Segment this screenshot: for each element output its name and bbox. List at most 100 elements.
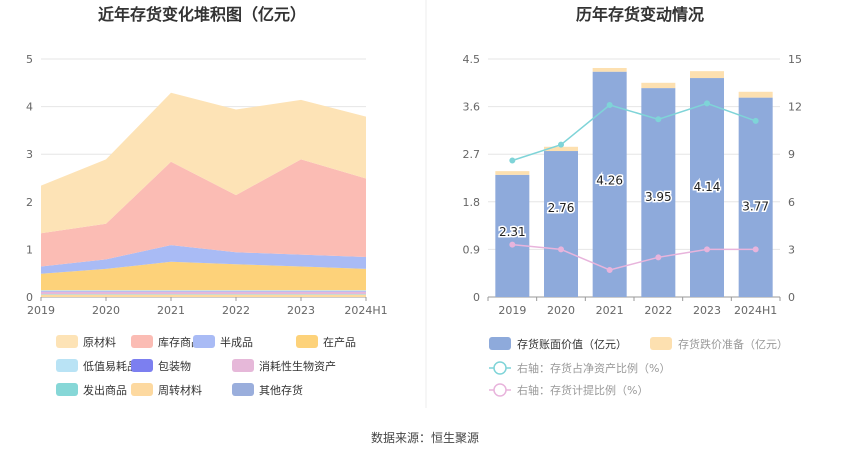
legend-label: 包装物: [158, 359, 191, 373]
area-series-低值易耗品: [41, 290, 366, 292]
bar-value-label: 2.31: [499, 225, 526, 239]
line-point: [509, 241, 516, 248]
right-y2-tick-label: 9: [788, 148, 795, 161]
right-line-series: [509, 100, 759, 274]
inventory-change-bar-chart: 历年存货变动情况 2.312.764.263.954.143.77 0 0.9 1.…: [463, 5, 803, 397]
legend-marker: [493, 361, 507, 375]
legend-swatch: [232, 359, 254, 372]
right-chart-title: 历年存货变动情况: [576, 5, 704, 24]
legend-label: 低值易耗品: [83, 360, 138, 373]
right-x-tick-label: 2020: [547, 304, 575, 317]
right-legend-item[interactable]: 右轴：存货计提比例（%）: [489, 383, 648, 397]
line-point: [558, 246, 564, 253]
right-x-tick-label: 2024H1: [734, 304, 777, 317]
left-y-tick-label: 5: [26, 53, 33, 66]
right-y-axis-right: 0 3 6 9 12 15: [788, 53, 802, 304]
left-x-tick-label: 2021: [157, 304, 185, 317]
left-legend-item[interactable]: 库存商品: [131, 335, 202, 349]
left-y-tick-label: 0: [26, 291, 33, 304]
right-bar-series: [495, 67, 773, 298]
right-legend: 存货账面价值（亿元） 存货跌价准备（亿元） 右轴：存货占净资产比例（%） 右轴：存货计…: [489, 337, 788, 397]
legend-marker: [493, 383, 507, 397]
left-legend-item[interactable]: 发出商品: [56, 383, 127, 397]
left-chart-title: 近年存货变化堆积图（亿元）: [98, 5, 306, 24]
legend-label: 右轴：存货计提比例（%）: [517, 383, 648, 397]
left-legend-item[interactable]: 包装物: [131, 359, 191, 373]
line-point: [606, 267, 613, 274]
left-x-tick-label: 2019: [27, 304, 55, 317]
right-y-tick-label: 1.8: [463, 196, 481, 209]
legend-label: 其他存货: [259, 383, 303, 397]
line-point: [655, 116, 662, 123]
legend-swatch: [131, 383, 153, 396]
line-point: [704, 246, 710, 253]
left-legend-item[interactable]: 周转材料: [131, 383, 202, 397]
line-point: [752, 117, 759, 124]
bar-impairment-provision: [592, 67, 627, 72]
right-y-tick-label: 2.7: [463, 148, 481, 161]
right-y2-tick-label: 12: [788, 101, 802, 114]
right-x-axis: 2019 2020 2021 2022 2023 2024H1: [487, 297, 781, 317]
left-x-tick-label: 2023: [287, 304, 315, 317]
area-series-包装物: [41, 291, 366, 292]
right-gridlines: [488, 58, 780, 298]
legend-swatch: [650, 337, 672, 350]
line-point: [655, 254, 662, 261]
left-legend-item[interactable]: 半成品: [193, 335, 253, 349]
left-x-axis: 2019 2020 2021 2022 2023 2024H1: [27, 297, 388, 317]
bar-book-value: [495, 174, 530, 297]
left-x-tick-label: 2024H1: [344, 304, 387, 317]
inventory-stacked-area-chart: 近年存货变化堆积图（亿元） 0 1 2 3 4 5 2019 2020 2021 2022 202…: [26, 5, 388, 397]
left-area-series: [41, 92, 366, 297]
left-x-tick-label: 2022: [222, 304, 250, 317]
area-series-半成品: [41, 245, 366, 274]
left-legend-item[interactable]: 低值易耗品: [56, 359, 138, 373]
area-series-在产品: [41, 261, 366, 291]
left-y-tick-label: 4: [26, 101, 33, 114]
legend-swatch: [56, 335, 78, 348]
legend-swatch: [131, 335, 153, 348]
legend-swatch: [193, 335, 215, 348]
right-y-tick-label: 4.5: [463, 53, 481, 66]
right-x-tick-label: 2023: [693, 304, 721, 317]
right-y2-tick-label: 15: [788, 53, 802, 66]
right-bar-labels: 2.31 2.76 4.26 3.95 4.14 3.77: [497, 172, 770, 240]
bar-impairment-provision: [690, 71, 724, 79]
bar-book-value: [544, 151, 578, 297]
right-y2-tick-label: 3: [788, 243, 795, 256]
right-x-tick-label: 2021: [596, 304, 624, 317]
area-series-消耗性生物资产: [41, 291, 366, 295]
line-point: [752, 246, 759, 253]
legend-label: 发出商品: [83, 383, 127, 397]
legend-label: 存货账面价值（亿元）: [517, 337, 627, 351]
bar-impairment-provision: [544, 146, 578, 152]
right-x-tick-label: 2019: [498, 304, 526, 317]
line-point: [509, 157, 516, 164]
right-y2-tick-label: 6: [788, 196, 795, 209]
legend-swatch: [56, 383, 78, 396]
left-legend-item[interactable]: 消耗性生物资产: [232, 359, 336, 373]
right-y-tick-label: 0.9: [463, 243, 481, 256]
legend-swatch: [131, 359, 153, 372]
line-point: [558, 141, 564, 148]
left-legend-item[interactable]: 在产品: [296, 335, 356, 349]
bar-book-value: [738, 97, 773, 297]
bar-value-label: 4.14: [694, 180, 721, 194]
right-y2-tick-label: 0: [788, 291, 795, 304]
right-legend-item[interactable]: 存货账面价值（亿元）: [489, 337, 627, 351]
line-series-右轴：存货计提比例（%）: [512, 243, 756, 271]
bar-book-value: [641, 88, 676, 297]
right-y-axis-left: 0 0.9 1.8 2.7 3.6 4.5: [463, 53, 481, 304]
area-series-周转材料: [41, 294, 366, 297]
legend-swatch: [232, 383, 254, 396]
right-legend-item[interactable]: 右轴：存货占净资产比例（%）: [489, 361, 670, 375]
bar-impairment-provision: [738, 91, 773, 98]
bar-book-value: [592, 71, 627, 298]
left-legend-item[interactable]: 其他存货: [232, 383, 303, 397]
legend-label: 在产品: [323, 335, 356, 349]
line-series-右轴：存货占净资产比例（%）: [512, 102, 756, 162]
right-y-tick-label: 3.6: [463, 101, 481, 114]
left-legend-item[interactable]: 原材料: [56, 335, 116, 349]
right-legend-item[interactable]: 存货跌价准备（亿元）: [650, 337, 788, 351]
